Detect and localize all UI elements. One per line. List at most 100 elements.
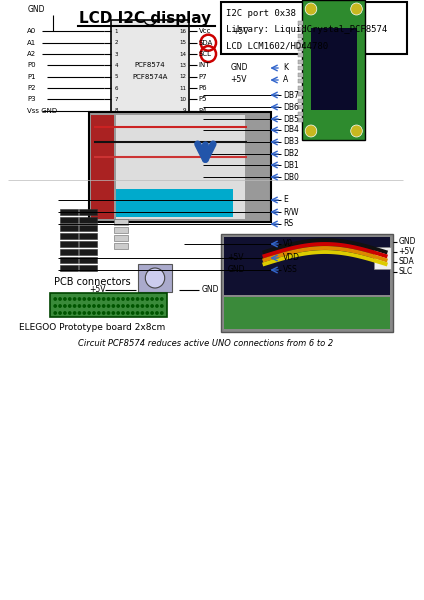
Bar [298, 98, 303, 103]
Bar [60, 209, 78, 215]
Circle shape [69, 312, 71, 314]
Circle shape [54, 312, 56, 314]
Text: A2: A2 [27, 51, 36, 57]
Circle shape [59, 305, 61, 307]
Text: +5V: +5V [228, 253, 244, 263]
Bar [114, 219, 128, 225]
Text: SCL: SCL [198, 51, 212, 57]
Bar [221, 234, 393, 332]
Circle shape [83, 298, 86, 300]
Text: 7: 7 [114, 97, 118, 102]
Bar [298, 20, 303, 25]
Text: +5V: +5V [398, 247, 415, 257]
Circle shape [78, 312, 81, 314]
Bar [298, 92, 303, 96]
Text: P6: P6 [198, 85, 207, 91]
Circle shape [161, 305, 163, 307]
Bar [89, 112, 271, 222]
Text: P5: P5 [198, 97, 207, 103]
Bar [79, 249, 97, 255]
Circle shape [73, 298, 76, 300]
Text: LCD LCM1602/HD44780: LCD LCM1602/HD44780 [226, 41, 328, 50]
Bar [60, 249, 78, 255]
Circle shape [117, 298, 120, 300]
Circle shape [156, 312, 158, 314]
Text: P1: P1 [27, 74, 36, 80]
Circle shape [112, 312, 114, 314]
Circle shape [161, 312, 163, 314]
Bar [79, 265, 97, 271]
Circle shape [137, 305, 139, 307]
Circle shape [146, 305, 148, 307]
Text: 11: 11 [179, 85, 186, 91]
Text: 9: 9 [182, 108, 186, 113]
Bar [79, 257, 97, 263]
Circle shape [107, 312, 110, 314]
Text: GND: GND [201, 286, 219, 295]
Text: INT: INT [198, 62, 210, 68]
Circle shape [73, 305, 76, 307]
Text: 16: 16 [179, 29, 186, 34]
Circle shape [93, 298, 95, 300]
Text: A0: A0 [27, 28, 36, 34]
Circle shape [145, 268, 165, 288]
Bar [298, 27, 303, 31]
Text: 8: 8 [114, 108, 118, 113]
Text: +5V: +5V [231, 76, 247, 85]
Text: ELEGOO Prototype board 2x8cm: ELEGOO Prototype board 2x8cm [19, 323, 165, 332]
Circle shape [64, 305, 66, 307]
Circle shape [151, 298, 153, 300]
Bar [298, 118, 303, 122]
Text: P4: P4 [198, 107, 207, 113]
Text: DB5: DB5 [283, 115, 299, 124]
Bar [298, 73, 303, 76]
Circle shape [305, 3, 317, 15]
Circle shape [54, 305, 56, 307]
Circle shape [107, 305, 110, 307]
Circle shape [127, 298, 129, 300]
Bar [60, 217, 78, 223]
Text: E: E [283, 196, 287, 205]
Text: R/W: R/W [283, 208, 298, 217]
Text: PCF8574: PCF8574 [135, 62, 165, 68]
Circle shape [59, 312, 61, 314]
Circle shape [151, 305, 153, 307]
Circle shape [69, 305, 71, 307]
Text: DB7: DB7 [283, 91, 299, 100]
Circle shape [122, 312, 124, 314]
Bar [60, 241, 78, 247]
Bar [79, 225, 97, 231]
Circle shape [103, 298, 105, 300]
Bar [60, 233, 78, 239]
Circle shape [54, 298, 56, 300]
Circle shape [98, 312, 100, 314]
Bar [116, 189, 232, 217]
Circle shape [98, 305, 100, 307]
Text: 12: 12 [179, 74, 186, 79]
Text: A1: A1 [27, 40, 36, 46]
Bar [298, 59, 303, 64]
Circle shape [146, 298, 148, 300]
Bar [224, 297, 391, 329]
Circle shape [122, 298, 124, 300]
Text: PCF8574A: PCF8574A [132, 74, 168, 80]
Bar [298, 40, 303, 44]
Text: GND: GND [398, 238, 416, 247]
Text: P0: P0 [27, 62, 36, 68]
Text: PCB connectors: PCB connectors [54, 277, 130, 287]
Text: Circuit PCF8574 reduces active UNO connections from 6 to 2: Circuit PCF8574 reduces active UNO conne… [78, 340, 333, 349]
Circle shape [93, 305, 95, 307]
Text: K: K [283, 64, 288, 73]
Text: 10: 10 [179, 97, 186, 102]
Bar [60, 257, 78, 263]
Text: Vcc: Vcc [198, 28, 211, 34]
Bar [79, 241, 97, 247]
Text: GND: GND [228, 265, 245, 275]
Text: P2: P2 [27, 85, 36, 91]
Bar [79, 233, 97, 239]
Circle shape [151, 312, 153, 314]
Bar [311, 28, 357, 110]
Text: Library: LiquidCrystal_PCF8574: Library: LiquidCrystal_PCF8574 [226, 25, 387, 34]
Circle shape [131, 312, 134, 314]
Bar [298, 66, 303, 70]
